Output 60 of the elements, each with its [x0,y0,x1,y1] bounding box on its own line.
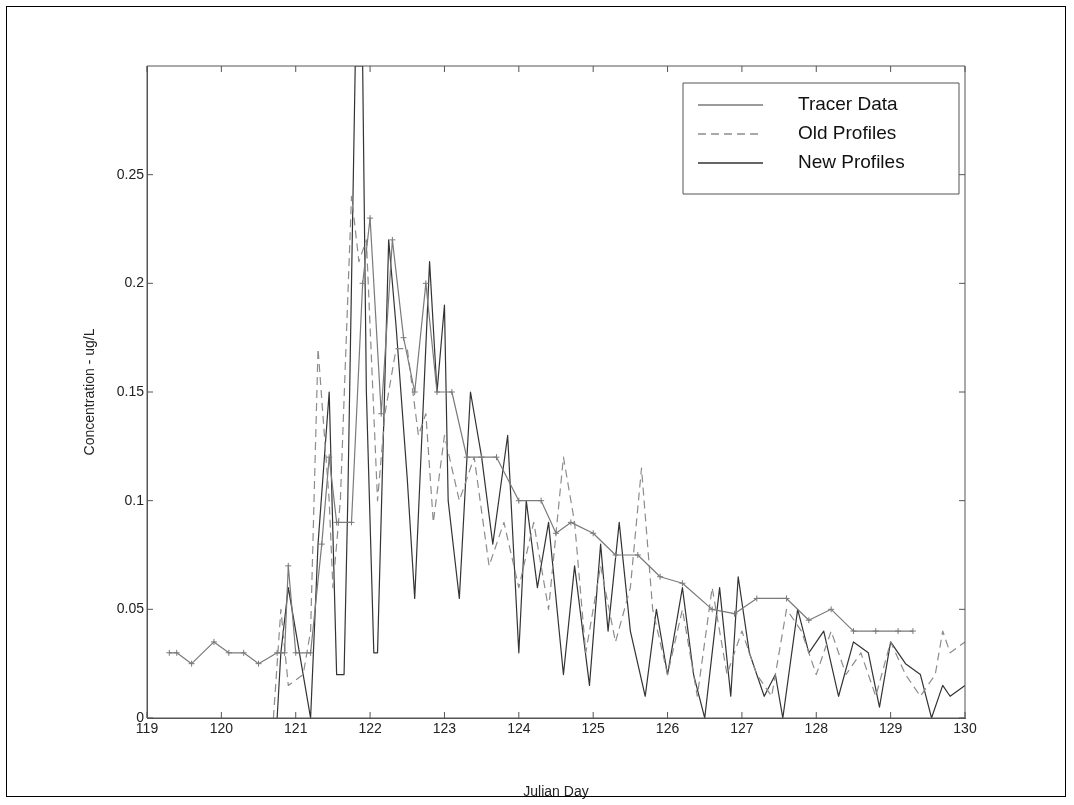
point [400,334,408,342]
point [377,410,385,418]
point [225,649,233,657]
point [872,627,880,635]
x-tick-label: 121 [284,720,308,737]
point [359,279,367,287]
y-axis-title: Concentration - ug/L [81,328,98,456]
x-tick-label: 127 [730,720,754,737]
point [827,605,835,613]
legend-label: New Profiles [798,151,905,173]
point [448,388,456,396]
point [537,497,545,505]
point [515,497,523,505]
point [805,616,813,624]
point [255,660,263,668]
point [567,518,575,526]
point [366,214,374,222]
point [210,638,218,646]
y-tick-label: 0.1 [124,491,145,508]
y-tick-label: 0.05 [116,600,145,617]
point [493,453,501,461]
point [188,660,196,668]
x-tick-label: 130 [953,720,977,737]
point [589,529,597,537]
point [708,605,716,613]
y-tick-label: 0.2 [124,274,145,291]
x-axis-title: Julian Day [523,783,589,800]
y-tick-label: 0.15 [116,382,145,399]
point [422,279,430,287]
point [656,573,664,581]
point [325,453,333,461]
x-tick-label: 128 [804,720,829,737]
x-tick-label: 123 [432,720,457,737]
point [611,551,619,559]
point [292,649,300,657]
point [284,562,292,570]
point [552,529,560,537]
x-tick-label: 122 [358,720,382,737]
point [273,649,281,657]
point [411,388,419,396]
point [678,579,686,587]
point [730,610,738,618]
point [388,236,396,244]
legend-label: Old Profiles [798,122,897,144]
y-tick-label: 0.25 [116,165,145,182]
point [634,551,642,559]
point [894,627,902,635]
point [849,627,857,635]
line-series [272,195,965,718]
point [318,540,326,548]
legend-label: Tracer Data [798,93,899,115]
x-tick-label: 129 [878,720,903,737]
point [240,649,248,657]
point [307,649,315,657]
point [433,388,441,396]
x-tick-label: 120 [209,720,234,737]
x-tick-label: 124 [507,720,531,737]
x-tick-label: 126 [655,720,680,737]
point [173,649,181,657]
x-tick-label: 125 [581,720,606,737]
